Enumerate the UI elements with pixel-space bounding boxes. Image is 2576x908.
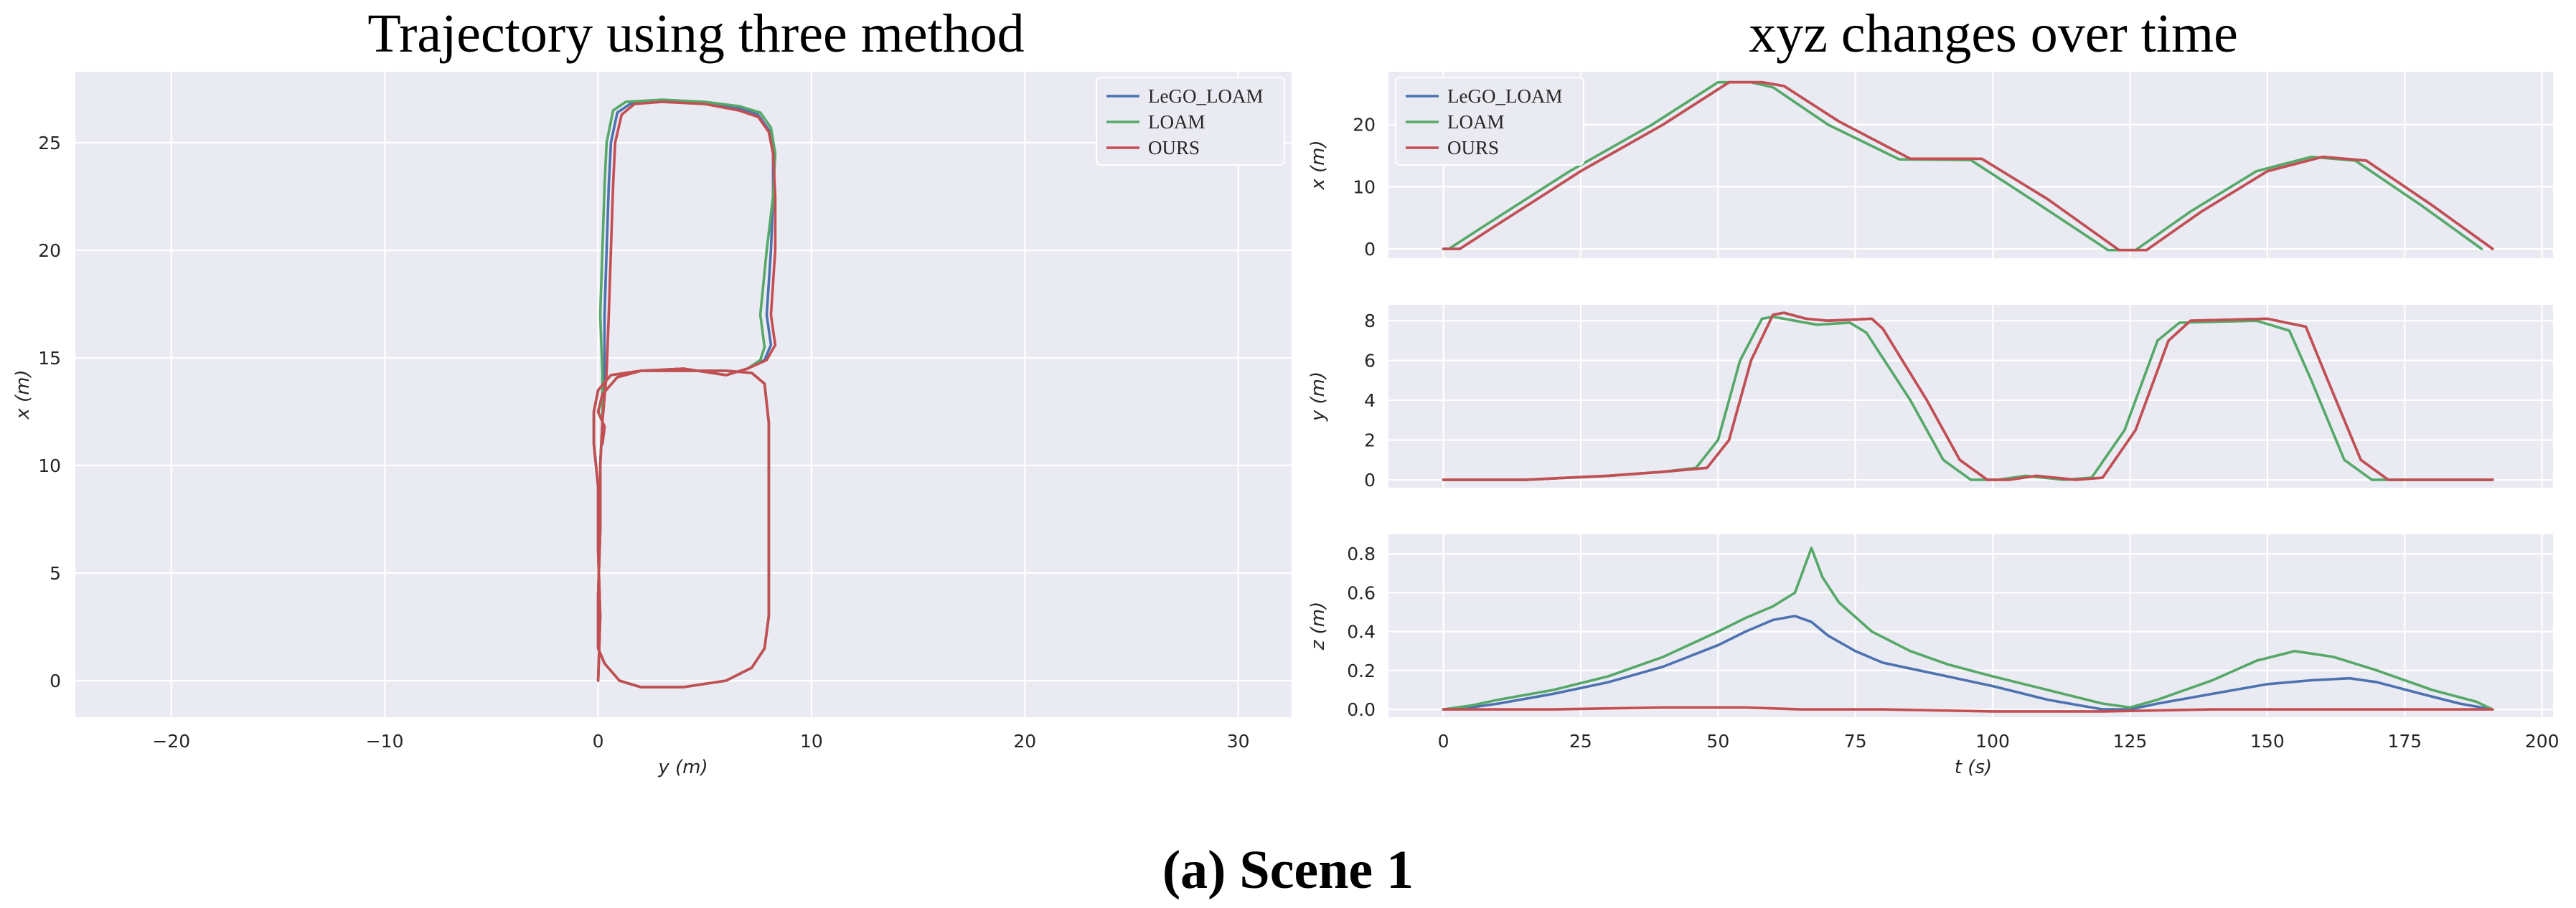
trajectory-xlabel: y (m) bbox=[657, 757, 708, 778]
xyz-series-lego_loam bbox=[1442, 615, 2494, 711]
xyz-legend: LeGO_LOAM LOAM OURS bbox=[1395, 77, 1584, 166]
xyz-xtick-label: 25 bbox=[1569, 731, 1592, 752]
xyz-subplot-2: 0.0 0.2 0.4 0.6 0.8 z (m) bbox=[1307, 534, 2553, 720]
xyz-xtick-label: 175 bbox=[2387, 731, 2422, 752]
xyz-ytick-label: 4 bbox=[1364, 390, 1376, 411]
figure-caption: (a) Scene 1 bbox=[1162, 840, 1414, 900]
trajectory-series bbox=[592, 98, 777, 689]
xyz-ylabel: x (m) bbox=[1307, 140, 1329, 190]
xyz-ytick-label: 10 bbox=[1353, 176, 1376, 197]
xyz-series-loam bbox=[1442, 315, 2494, 481]
xyz-ytick-label: 20 bbox=[1353, 115, 1376, 136]
xyz-xtick-label: 50 bbox=[1706, 731, 1729, 752]
trajectory-xtick-label: 20 bbox=[1013, 731, 1036, 752]
trajectory-legend-label: LOAM bbox=[1148, 111, 1205, 133]
xyz-ytick-label: 0.2 bbox=[1347, 661, 1376, 681]
xyz-xtick-label: 0 bbox=[1438, 731, 1449, 752]
xyz-series-ours bbox=[1442, 80, 2494, 252]
trajectory-xtick-label: 30 bbox=[1227, 731, 1250, 752]
xyz-panels: 0 10 20 x (m) 0 2 4 6 8 y (m) 0.0 0.2 0.4 0.6 0.8 z (m) bbox=[1307, 72, 2553, 720]
trajectory-legend-box bbox=[1096, 77, 1285, 166]
xyz-ylabel: z (m) bbox=[1307, 602, 1329, 651]
trajectory-ytick-label: 0 bbox=[50, 671, 61, 691]
trajectory-xtick-label: 0 bbox=[593, 731, 604, 752]
trajectory-plot-area bbox=[75, 72, 1292, 717]
xyz-xlabel: t (s) bbox=[1955, 757, 1992, 778]
trajectory-ytick-label: 10 bbox=[38, 455, 61, 476]
xyz-series-ours bbox=[1442, 706, 2494, 713]
xyz-title: xyz changes over time bbox=[1749, 4, 2238, 64]
trajectory-ytick-label: 20 bbox=[38, 240, 61, 261]
xyz-series-loam bbox=[1442, 547, 2494, 711]
xyz-legend-box bbox=[1395, 77, 1584, 166]
xyz-time-ticks: 0 25 50 75 100 125 150 175 200 bbox=[1438, 731, 2559, 752]
xyz-xtick-label: 150 bbox=[2250, 731, 2285, 752]
trajectory-series-ours bbox=[592, 100, 777, 689]
xyz-ytick-label: 0 bbox=[1364, 239, 1376, 260]
xyz-xtick-label: 75 bbox=[1844, 731, 1867, 752]
trajectory-legend: LeGO_LOAM LOAM OURS bbox=[1096, 77, 1285, 166]
trajectory-xtick-label: 10 bbox=[800, 731, 823, 752]
trajectory-legend-label: OURS bbox=[1148, 137, 1200, 159]
trajectory-ticks: −20 −10 0 10 20 30 0 5 10 15 20 25 bbox=[38, 133, 1249, 752]
trajectory-xtick-label: −20 bbox=[152, 731, 190, 752]
xyz-ytick-label: 0.0 bbox=[1347, 699, 1376, 720]
trajectory-xtick-label: −10 bbox=[366, 731, 404, 752]
trajectory-ytick-label: 5 bbox=[50, 563, 61, 584]
xyz-xtick-label: 125 bbox=[2113, 731, 2148, 752]
trajectory-legend-label: LeGO_LOAM bbox=[1148, 85, 1263, 107]
xyz-legend-label: OURS bbox=[1447, 137, 1499, 159]
xyz-ytick-label: 0.4 bbox=[1347, 622, 1376, 643]
xyz-subplot-1: 0 2 4 6 8 y (m) bbox=[1307, 305, 2553, 491]
trajectory-grid bbox=[75, 72, 1292, 717]
xyz-legend-label: LOAM bbox=[1447, 111, 1505, 133]
xyz-ytick-label: 0 bbox=[1364, 470, 1376, 491]
trajectory-ytick-label: 15 bbox=[38, 348, 61, 369]
trajectory-chart: Trajectory using three method −20 −10 0 10 2… bbox=[12, 4, 1292, 778]
xyz-ylabel: y (m) bbox=[1307, 372, 1329, 422]
trajectory-ytick-label: 25 bbox=[38, 133, 61, 153]
xyz-plot-area bbox=[1388, 305, 2553, 488]
xyz-chart: xyz changes over time 0 10 20 x (m) 0 2 4 6 8 y (… bbox=[1307, 4, 2559, 778]
xyz-ytick-label: 2 bbox=[1364, 430, 1376, 450]
xyz-legend-label: LeGO_LOAM bbox=[1447, 85, 1562, 107]
xyz-ytick-label: 0.6 bbox=[1347, 582, 1376, 603]
xyz-xtick-label: 200 bbox=[2525, 731, 2559, 752]
trajectory-title: Trajectory using three method bbox=[367, 4, 1024, 64]
xyz-xtick-label: 100 bbox=[1975, 731, 2010, 752]
xyz-plot-area bbox=[1388, 534, 2553, 717]
xyz-ytick-label: 6 bbox=[1364, 351, 1376, 372]
xyz-ytick-label: 0.8 bbox=[1347, 544, 1376, 564]
xyz-series-ours bbox=[1442, 311, 2494, 481]
xyz-ytick-label: 8 bbox=[1364, 311, 1376, 331]
trajectory-ylabel: x (m) bbox=[12, 369, 34, 420]
